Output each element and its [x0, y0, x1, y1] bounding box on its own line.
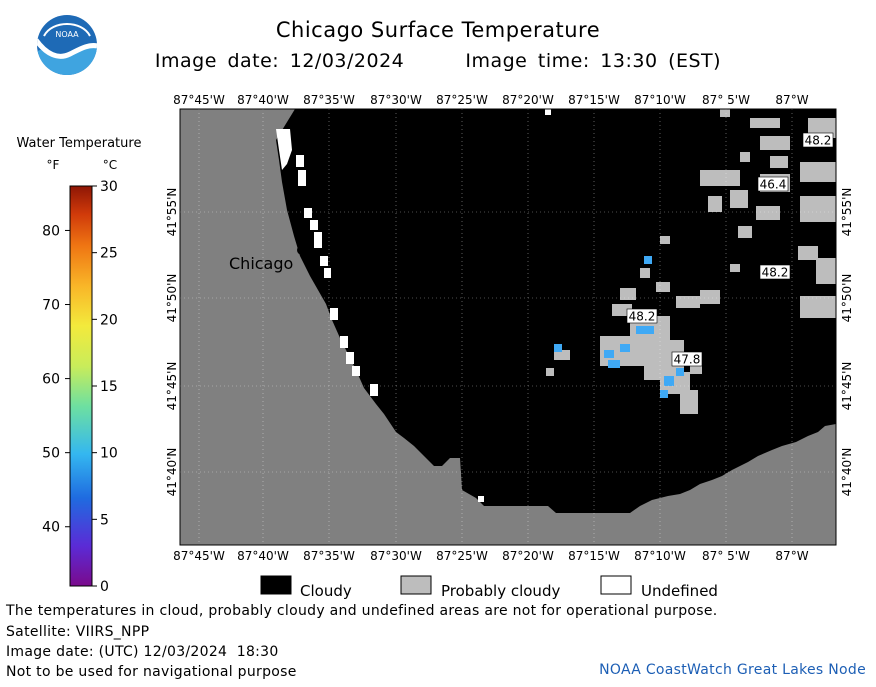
temperature-label-box: [671, 351, 703, 367]
map: Chicago 48.2 46.4 48.2 48.2 47.8: [179, 108, 837, 546]
colorbar-tick-label-f: 70: [42, 298, 60, 314]
temperature-label-box: [626, 308, 658, 324]
lon-tick-label: 87°25'W: [436, 549, 488, 563]
lat-tick-label: 41°45'N: [165, 362, 179, 411]
lon-tick-label: 87°45'W: [173, 549, 225, 563]
longitude-ticks-top: 87°45'W 87°40'W 87°35'W 87°30'W 87°25'W 87°20…: [173, 93, 809, 107]
legend-label: Undefined: [641, 582, 718, 600]
colorbar-title: Water Temperature: [17, 136, 142, 151]
logo-text: NOAA: [55, 30, 79, 39]
image-date: Image date: 12/03/2024: [154, 50, 405, 72]
lon-tick-label: 87°40'W: [237, 549, 289, 563]
latitude-ticks-right: 41°55'N 41°50'N 41°45'N 41°40'N: [840, 188, 854, 497]
temperature-labels: 48.2 46.4 48.2 48.2 47.8: [626, 132, 834, 367]
image-time: Image time: 13:30 (EST): [465, 50, 722, 72]
undefined-areas: [276, 109, 551, 502]
legend-swatch: [400, 575, 432, 595]
legend-label: Cloudy: [300, 582, 352, 600]
graticule: [180, 109, 836, 545]
lon-tick-label: 87°W: [775, 549, 808, 563]
legend-label: Probably cloudy: [441, 582, 560, 600]
legend-swatch: [600, 575, 632, 595]
lon-tick-label: 87°15'W: [568, 549, 620, 563]
disclaimer: The temperatures in cloud, probably clou…: [6, 603, 718, 619]
colorbar: [69, 185, 93, 587]
lon-tick-label: 87°20'W: [502, 549, 554, 563]
longitude-ticks-bottom: 87°45'W 87°40'W 87°35'W 87°30'W 87°25'W 87°20…: [173, 549, 809, 563]
colorbar-tick-label-c: 5: [100, 512, 109, 528]
temperature-label: 46.4: [760, 178, 787, 192]
lon-tick-label: 87°10'W: [634, 549, 686, 563]
temperature-label-box: [757, 176, 789, 192]
lat-tick-label: 41°50'N: [165, 274, 179, 323]
lon-tick-label: 87° 5'W: [702, 93, 750, 107]
colorbar-tick-label-c: 30: [100, 179, 118, 195]
colorbar-ticks: 0 5 10 15 20 25 30 40 50 60 70 80: [42, 179, 118, 595]
lon-tick-label: 87°40'W: [237, 93, 289, 107]
colorbar-tick-label-c: 15: [100, 379, 118, 395]
temperature-label-box: [759, 264, 791, 280]
colorbar-tick-label-c: 0: [100, 579, 109, 595]
lat-tick-label: 41°55'N: [165, 188, 179, 237]
lat-tick-label: 41°45'N: [840, 362, 854, 411]
lon-tick-label: 87°30'W: [370, 93, 422, 107]
lat-tick-label: 41°55'N: [840, 188, 854, 237]
colorbar-tick-label-f: 40: [42, 520, 60, 536]
lat-tick-label: 41°50'N: [840, 274, 854, 323]
lon-tick-label: 87°30'W: [370, 549, 422, 563]
lon-tick-label: 87°15'W: [568, 93, 620, 107]
colorbar-tick-label-f: 50: [42, 446, 60, 462]
lon-tick-label: 87°10'W: [634, 93, 686, 107]
lon-tick-label: 87° 5'W: [702, 549, 750, 563]
lon-tick-label: 87°35'W: [303, 93, 355, 107]
temperature-label: 48.2: [629, 310, 656, 324]
chicago-marker: [297, 245, 307, 255]
latitude-ticks-left: 41°55'N 41°50'N 41°45'N 41°40'N: [165, 188, 179, 497]
credit: NOAA CoastWatch Great Lakes Node: [599, 662, 866, 678]
city-label: Chicago: [229, 254, 293, 273]
page-title: Chicago Surface Temperature: [275, 18, 601, 42]
legend: Cloudy Probably cloudy Undefined: [260, 575, 718, 600]
colorbar-tick-label-c: 10: [100, 446, 118, 462]
colorbar-tick-label-f: 80: [42, 223, 60, 239]
temperature-label: 47.8: [674, 353, 701, 367]
lon-tick-label: 87°45'W: [173, 93, 225, 107]
satellite-info: Satellite: VIIRS_NPP: [6, 624, 150, 640]
colorbar-unit-f: °F: [47, 158, 60, 172]
water-temperature-pixels: [554, 256, 684, 398]
map-frame: [179, 108, 837, 546]
temperature-label: 48.2: [805, 134, 832, 148]
lon-tick-label: 87°W: [775, 93, 808, 107]
temperature-label: 48.2: [762, 266, 789, 280]
image-datetime: Image date: 12/03/2024 Image time: 13:30…: [0, 50, 876, 72]
colorbar-tick-label-c: 20: [100, 312, 118, 328]
temperature-label-box: [802, 132, 834, 148]
lat-tick-label: 41°40'N: [165, 448, 179, 497]
utc-date: Image date: (UTC) 12/03/2024 18:30: [6, 644, 279, 660]
lon-tick-label: 87°20'W: [502, 93, 554, 107]
colorbar-tick-label-f: 60: [42, 372, 60, 388]
colorbar-unit-c: °C: [103, 158, 117, 172]
lat-tick-label: 41°40'N: [840, 448, 854, 497]
navigation-warning: Not to be used for navigational purpose: [6, 664, 297, 680]
noaa-logo: NOAA: [37, 15, 97, 75]
lon-tick-label: 87°35'W: [303, 549, 355, 563]
colorbar-tick-label-c: 25: [100, 246, 118, 262]
lon-tick-label: 87°25'W: [436, 93, 488, 107]
legend-swatch: [260, 575, 292, 595]
